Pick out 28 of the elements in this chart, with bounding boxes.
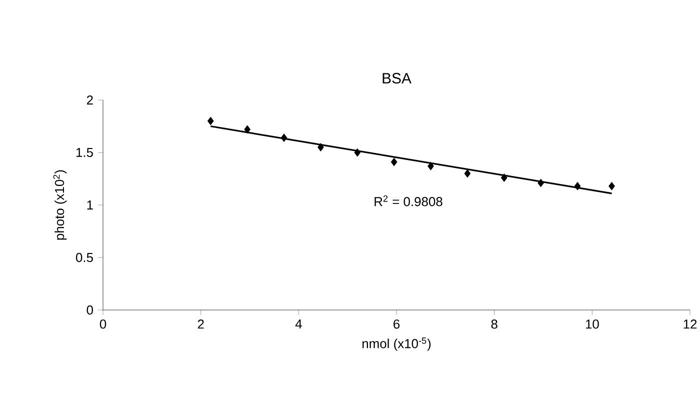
x-tick-label: 12 xyxy=(684,320,697,329)
point xyxy=(538,178,544,188)
point xyxy=(500,174,508,182)
y-tick-label: 0.5 xyxy=(76,252,93,262)
point xyxy=(354,148,361,157)
point xyxy=(608,182,615,190)
point xyxy=(574,182,581,190)
x-tick-label: 8 xyxy=(491,320,498,329)
x-tick-label: 0 xyxy=(100,320,106,329)
y-tick-label: 1 xyxy=(87,200,93,210)
y-tick-label: 0 xyxy=(86,305,93,315)
point xyxy=(428,162,434,170)
y-tick-label: 2 xyxy=(86,95,93,105)
chart-title: BSA xyxy=(382,72,412,84)
x-axis-title: nmol (x10$^{-5}$) xyxy=(362,338,431,351)
x-tick-label: 2 xyxy=(198,320,204,329)
y-axis-title: photo (x10$^{2}$) xyxy=(53,170,67,240)
point xyxy=(280,134,288,142)
point xyxy=(207,116,214,126)
point xyxy=(244,125,251,134)
point xyxy=(464,169,471,178)
y-tick-label: 1.5 xyxy=(76,148,93,158)
x-tick-label: 4 xyxy=(295,320,302,328)
annotation: R$^{2}$ = 0.9808 xyxy=(374,195,442,206)
x-tick-label: 6 xyxy=(394,320,400,329)
point xyxy=(317,143,324,152)
point xyxy=(390,158,398,166)
x-tick-label: 10 xyxy=(586,320,599,329)
